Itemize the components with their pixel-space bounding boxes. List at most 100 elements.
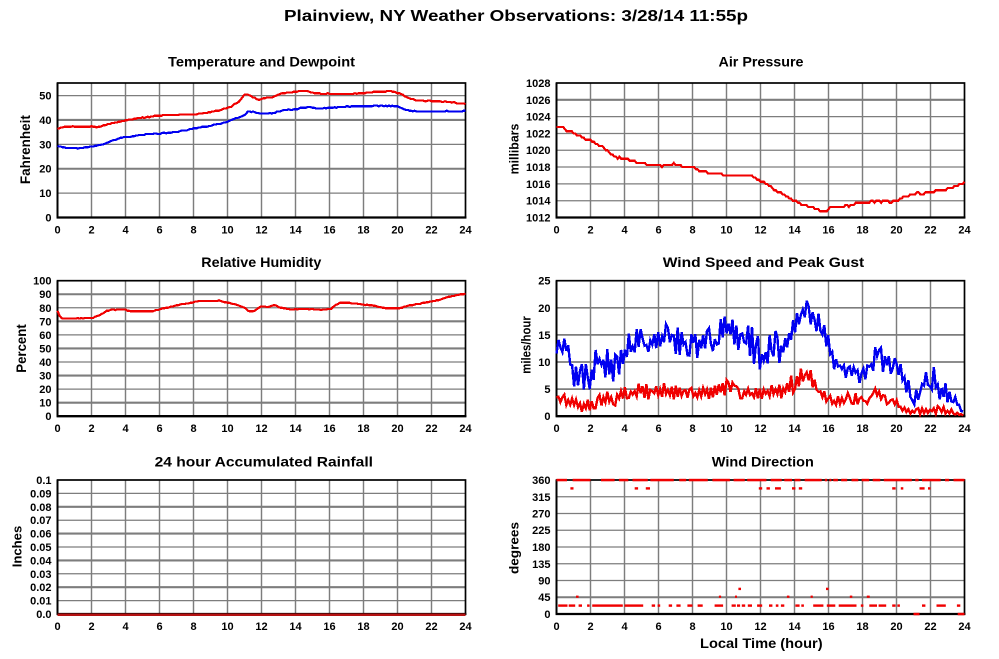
svg-text:2: 2 (587, 225, 593, 237)
svg-text:80: 80 (39, 303, 51, 315)
svg-text:24 hour Accumulated Rainfall: 24 hour Accumulated Rainfall (155, 453, 373, 469)
svg-text:Inches: Inches (9, 526, 24, 568)
svg-text:10: 10 (221, 423, 233, 435)
svg-text:20: 20 (890, 621, 902, 633)
svg-text:0.08: 0.08 (30, 502, 51, 514)
svg-text:20: 20 (890, 225, 902, 237)
svg-text:degrees: degrees (507, 522, 522, 574)
svg-text:24: 24 (958, 225, 971, 237)
svg-text:40: 40 (39, 115, 51, 127)
svg-text:8: 8 (689, 621, 695, 633)
svg-text:4: 4 (122, 423, 129, 435)
svg-text:6: 6 (156, 423, 162, 435)
svg-text:0.07: 0.07 (30, 515, 51, 527)
svg-text:0.05: 0.05 (30, 542, 51, 554)
svg-text:30: 30 (39, 139, 51, 151)
svg-text:20: 20 (39, 384, 51, 396)
svg-text:18: 18 (357, 423, 369, 435)
svg-text:Plainview, NY Weather Observat: Plainview, NY Weather Observations: 3/28… (284, 8, 748, 25)
svg-text:2: 2 (587, 621, 593, 633)
svg-text:4: 4 (621, 423, 628, 435)
svg-text:6: 6 (655, 423, 661, 435)
svg-text:Fahrenheit: Fahrenheit (17, 115, 33, 184)
svg-text:90: 90 (538, 576, 550, 588)
svg-text:20: 20 (890, 423, 902, 435)
svg-text:2: 2 (88, 423, 94, 435)
svg-text:0: 0 (553, 423, 559, 435)
svg-text:1016: 1016 (526, 179, 550, 191)
svg-text:2: 2 (587, 423, 593, 435)
svg-text:8: 8 (190, 225, 196, 237)
svg-text:20: 20 (538, 303, 550, 315)
svg-text:12: 12 (255, 621, 267, 633)
svg-text:45: 45 (538, 592, 550, 604)
svg-text:0: 0 (54, 621, 60, 633)
svg-text:15: 15 (538, 330, 550, 342)
svg-text:0: 0 (45, 213, 51, 225)
svg-text:12: 12 (754, 621, 766, 633)
svg-text:8: 8 (190, 423, 196, 435)
svg-text:22: 22 (924, 423, 936, 435)
svg-text:18: 18 (856, 225, 868, 237)
svg-text:22: 22 (924, 621, 936, 633)
svg-text:10: 10 (221, 225, 233, 237)
svg-text:360: 360 (532, 475, 550, 487)
svg-text:12: 12 (255, 225, 267, 237)
svg-text:6: 6 (156, 225, 162, 237)
svg-text:20: 20 (39, 164, 51, 176)
svg-text:1020: 1020 (526, 145, 550, 157)
svg-text:0: 0 (553, 621, 559, 633)
svg-text:1024: 1024 (526, 112, 551, 124)
svg-text:Temperature and Dewpoint: Temperature and Dewpoint (168, 54, 355, 70)
svg-text:22: 22 (425, 621, 437, 633)
svg-text:5: 5 (544, 384, 550, 396)
svg-text:6: 6 (655, 225, 661, 237)
svg-text:0: 0 (544, 411, 550, 423)
svg-text:24: 24 (958, 423, 971, 435)
svg-text:24: 24 (459, 423, 472, 435)
svg-text:16: 16 (822, 225, 834, 237)
svg-text:25: 25 (538, 276, 550, 288)
svg-text:30: 30 (39, 371, 51, 383)
svg-text:225: 225 (532, 525, 550, 537)
svg-text:24: 24 (459, 621, 472, 633)
svg-text:0: 0 (54, 225, 60, 237)
svg-text:1018: 1018 (526, 162, 550, 174)
svg-text:16: 16 (323, 423, 335, 435)
svg-text:0.0: 0.0 (36, 609, 51, 621)
svg-text:12: 12 (754, 423, 766, 435)
svg-text:22: 22 (924, 225, 936, 237)
svg-text:4: 4 (621, 621, 628, 633)
svg-text:135: 135 (532, 559, 550, 571)
svg-text:1012: 1012 (526, 213, 550, 225)
svg-text:0.02: 0.02 (30, 582, 51, 594)
svg-text:Wind Direction: Wind Direction (712, 453, 814, 469)
svg-text:40: 40 (39, 357, 51, 369)
svg-text:14: 14 (289, 225, 302, 237)
svg-text:Percent: Percent (13, 324, 29, 373)
svg-text:18: 18 (856, 621, 868, 633)
svg-text:16: 16 (323, 225, 335, 237)
svg-text:1014: 1014 (526, 196, 551, 208)
svg-text:6: 6 (655, 621, 661, 633)
svg-text:16: 16 (323, 621, 335, 633)
svg-text:18: 18 (357, 621, 369, 633)
svg-text:0.09: 0.09 (30, 488, 51, 500)
svg-text:14: 14 (289, 621, 302, 633)
svg-text:22: 22 (425, 225, 437, 237)
svg-text:0: 0 (54, 423, 60, 435)
svg-text:0.04: 0.04 (30, 555, 52, 567)
svg-text:14: 14 (289, 423, 302, 435)
svg-text:24: 24 (958, 621, 971, 633)
svg-text:18: 18 (856, 423, 868, 435)
svg-text:2: 2 (88, 621, 94, 633)
svg-text:14: 14 (788, 225, 801, 237)
svg-text:Wind Speed and Peak Gust: Wind Speed and Peak Gust (663, 254, 865, 270)
svg-text:Local Time (hour): Local Time (hour) (700, 635, 823, 651)
svg-text:180: 180 (532, 542, 550, 554)
svg-text:18: 18 (357, 225, 369, 237)
svg-text:14: 14 (788, 621, 801, 633)
svg-text:0: 0 (544, 609, 550, 621)
svg-text:0.1: 0.1 (36, 475, 51, 487)
svg-text:10: 10 (221, 621, 233, 633)
